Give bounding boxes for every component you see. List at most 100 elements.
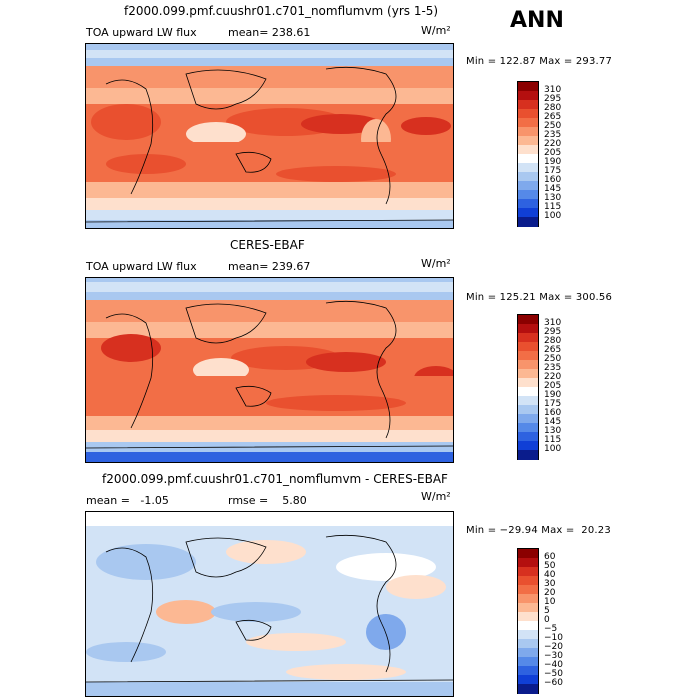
colorbar-swatch <box>518 657 538 667</box>
colorbar-swatch <box>518 199 538 209</box>
colorbar-swatch <box>518 208 538 218</box>
colorbar-tick-label: 310 <box>544 318 562 328</box>
colorbar-tick-label: 235 <box>544 130 562 140</box>
colorbar-swatch <box>518 441 538 451</box>
colorbar-tick-label: −10 <box>544 633 563 643</box>
colorbar-swatch <box>518 405 538 415</box>
panel3-mean: mean = -1.05 <box>86 494 169 507</box>
colorbar-swatch <box>518 154 538 164</box>
colorbar-tick-label: 235 <box>544 363 562 373</box>
colorbar-swatch <box>518 450 538 460</box>
colorbar-tick-label: 220 <box>544 139 562 149</box>
colorbar-tick-label: −30 <box>544 651 563 661</box>
colorbar-swatch <box>518 558 538 568</box>
colorbar-swatch <box>518 549 538 559</box>
colorbar-swatch <box>518 675 538 685</box>
colorbar-tick-label: 205 <box>544 381 562 391</box>
panel1-units: W/m² <box>421 24 451 37</box>
panel3-units: W/m² <box>421 490 451 503</box>
panel2-mean: mean= 239.67 <box>228 260 311 273</box>
colorbar-swatch <box>518 91 538 101</box>
colorbar-tick-label: 100 <box>544 444 562 454</box>
colorbar-tick-label: 30 <box>544 579 556 589</box>
colorbar-swatch <box>518 217 538 227</box>
colorbar-tick-label: 250 <box>544 121 562 131</box>
colorbar-tick-label: 265 <box>544 345 562 355</box>
colorbar-swatch <box>518 603 538 613</box>
panel2-colorbar: 310 295 280 265 250 235 220 205 190 175 160 145 130 1… <box>517 314 561 460</box>
colorbar-tick-label: −50 <box>544 669 563 679</box>
colorbar-swatch <box>518 621 538 631</box>
panel1-map <box>85 43 454 229</box>
colorbar-swatch <box>518 333 538 343</box>
panel3-rmse: rmse = 5.80 <box>228 494 307 507</box>
colorbar-tick-label: 280 <box>544 336 562 346</box>
panel2-map-field <box>86 278 453 462</box>
colorbar-tick-label: 145 <box>544 184 562 194</box>
colorbar-swatch <box>518 172 538 182</box>
colorbar-swatch <box>518 639 538 649</box>
panel2-map <box>85 277 454 463</box>
colorbar-tick-label: 175 <box>544 399 562 409</box>
colorbar-swatch <box>518 342 538 352</box>
colorbar-tick-label: −60 <box>544 678 563 688</box>
colorbar-swatch <box>518 423 538 433</box>
colorbar-swatch <box>518 145 538 155</box>
colorbar-tick-label: 295 <box>544 94 562 104</box>
panel1-minmax: Min = 122.87 Max = 293.77 <box>466 56 613 67</box>
colorbar-tick-label: 250 <box>544 354 562 364</box>
colorbar-tick-label: 130 <box>544 193 562 203</box>
colorbar-tick-label: 310 <box>544 85 562 95</box>
panel3-map-field <box>86 512 453 696</box>
colorbar-swatch <box>518 414 538 424</box>
colorbar-swatch <box>518 181 538 191</box>
colorbar-swatch <box>518 612 538 622</box>
colorbar-swatch <box>518 684 538 694</box>
panel2-minmax: Min = 125.21 Max = 300.56 <box>466 292 613 303</box>
colorbar-tick-label: 160 <box>544 175 562 185</box>
colorbar-tick-label: 115 <box>544 202 562 212</box>
colorbar-tick-label: 280 <box>544 103 562 113</box>
season-label: ANN <box>510 8 564 33</box>
colorbar-tick-label: 190 <box>544 390 562 400</box>
colorbar-swatch <box>518 163 538 173</box>
panel1-title: f2000.099.pmf.cuushr01.c701_nomflumvm (y… <box>124 4 439 18</box>
colorbar-tick-label: 50 <box>544 561 556 571</box>
colorbar-swatch <box>518 136 538 146</box>
panel3-map <box>85 511 454 697</box>
panel3-minmax: Min = −29.94 Max = 20.23 <box>466 525 611 536</box>
panel1-colorbar: 310 295 280 265 250 235 220 205 190 175 160 145 130 1… <box>517 81 561 227</box>
panel1-variable-label: TOA upward LW flux <box>86 26 197 39</box>
colorbar-swatch <box>518 351 538 361</box>
colorbar-tick-label: 145 <box>544 417 562 427</box>
colorbar-tick-label: 265 <box>544 112 562 122</box>
colorbar-tick-label: 160 <box>544 408 562 418</box>
colorbar-tick-label: 60 <box>544 552 556 562</box>
colorbar-swatch <box>518 576 538 586</box>
colorbar-tick-label: 100 <box>544 211 562 221</box>
colorbar-swatch <box>518 315 538 325</box>
panel2-units: W/m² <box>421 257 451 270</box>
panel1-mean: mean= 238.61 <box>228 26 311 39</box>
colorbar-swatch <box>518 369 538 379</box>
panel2-variable-label: TOA upward LW flux <box>86 260 197 273</box>
panel3-title: f2000.099.pmf.cuushr01.c701_nomflumvm - … <box>102 472 448 486</box>
colorbar-swatch <box>518 82 538 92</box>
colorbar-swatch <box>518 360 538 370</box>
colorbar-tick-label: 10 <box>544 597 556 607</box>
colorbar-swatch <box>518 585 538 595</box>
colorbar-tick-label: 0 <box>544 615 550 625</box>
colorbar-swatch <box>518 396 538 406</box>
colorbar-tick-label: 115 <box>544 435 562 445</box>
colorbar-swatch <box>518 100 538 110</box>
colorbar-swatch <box>518 109 538 119</box>
colorbar-tick-label: 205 <box>544 148 562 158</box>
colorbar-swatch <box>518 594 538 604</box>
colorbar-tick-label: 175 <box>544 166 562 176</box>
colorbar-tick-label: 190 <box>544 157 562 167</box>
colorbar-swatch <box>518 324 538 334</box>
colorbar-tick-label: 220 <box>544 372 562 382</box>
colorbar-swatch <box>518 378 538 388</box>
panel2-title: CERES-EBAF <box>230 238 305 252</box>
colorbar-swatch <box>518 648 538 658</box>
